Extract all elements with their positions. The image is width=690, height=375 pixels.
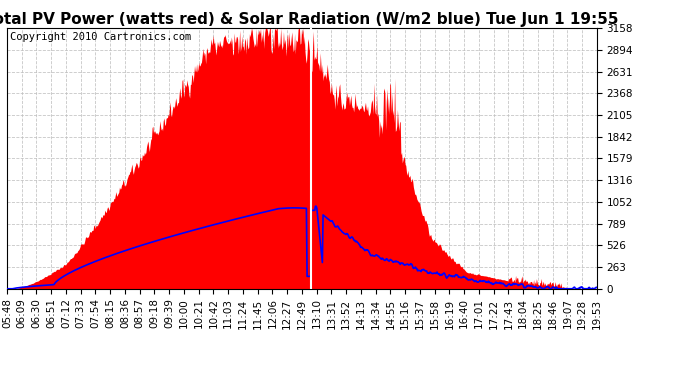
Text: Copyright 2010 Cartronics.com: Copyright 2010 Cartronics.com xyxy=(10,32,191,42)
Title: Total PV Power (watts red) & Solar Radiation (W/m2 blue) Tue Jun 1 19:55: Total PV Power (watts red) & Solar Radia… xyxy=(0,12,619,27)
